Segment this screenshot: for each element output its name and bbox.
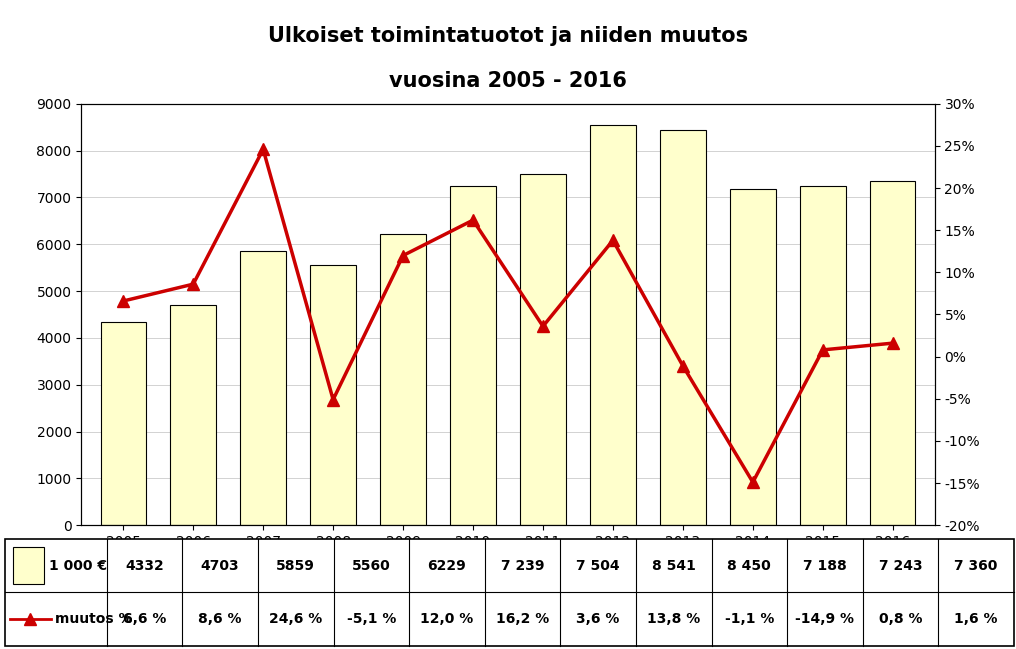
- Text: -1,1 %: -1,1 %: [724, 612, 774, 626]
- Text: 8 450: 8 450: [727, 559, 771, 572]
- Bar: [450, 186, 496, 525]
- Text: muutos %: muutos %: [55, 612, 132, 626]
- Bar: [870, 180, 915, 525]
- Text: 24,6 %: 24,6 %: [269, 612, 322, 626]
- Bar: [13, 547, 44, 583]
- Bar: [101, 323, 146, 525]
- Text: 5859: 5859: [276, 559, 315, 572]
- Text: 7 360: 7 360: [954, 559, 998, 572]
- Text: 8 541: 8 541: [652, 559, 696, 572]
- Bar: [380, 234, 426, 525]
- Text: 7 243: 7 243: [879, 559, 923, 572]
- Text: 0,8 %: 0,8 %: [879, 612, 923, 626]
- Text: 7 239: 7 239: [501, 559, 545, 572]
- Text: 7 504: 7 504: [576, 559, 620, 572]
- Bar: [520, 174, 566, 525]
- Bar: [800, 186, 845, 525]
- Text: 3,6 %: 3,6 %: [576, 612, 620, 626]
- Bar: [731, 189, 775, 525]
- Text: 8,6 %: 8,6 %: [198, 612, 242, 626]
- Text: 4332: 4332: [125, 559, 164, 572]
- Text: -5,1 %: -5,1 %: [346, 612, 396, 626]
- Text: 7 188: 7 188: [803, 559, 846, 572]
- Text: 12,0 %: 12,0 %: [421, 612, 473, 626]
- Text: 6,6 %: 6,6 %: [123, 612, 167, 626]
- Text: 1,6 %: 1,6 %: [954, 612, 998, 626]
- Text: 4703: 4703: [201, 559, 240, 572]
- Text: 16,2 %: 16,2 %: [496, 612, 549, 626]
- Bar: [310, 265, 356, 525]
- Text: 6229: 6229: [428, 559, 466, 572]
- Bar: [660, 130, 706, 525]
- Bar: [241, 251, 285, 525]
- Text: 13,8 %: 13,8 %: [647, 612, 700, 626]
- Text: 5560: 5560: [352, 559, 391, 572]
- Text: -14,9 %: -14,9 %: [796, 612, 854, 626]
- Text: 1 000 €: 1 000 €: [49, 559, 107, 572]
- Bar: [171, 305, 216, 525]
- Bar: [590, 125, 636, 525]
- Text: Ulkoiset toimintatuotot ja niiden muutos: Ulkoiset toimintatuotot ja niiden muutos: [268, 26, 748, 46]
- Text: vuosina 2005 - 2016: vuosina 2005 - 2016: [389, 71, 627, 92]
